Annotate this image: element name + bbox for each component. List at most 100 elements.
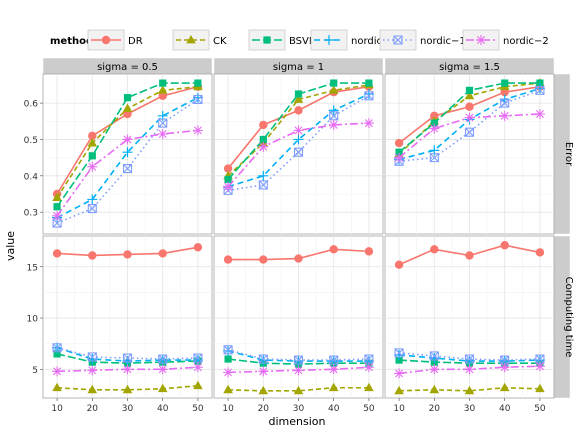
data-point (224, 355, 232, 363)
data-point (395, 356, 403, 364)
data-point (158, 354, 168, 364)
panel (42, 73, 213, 235)
data-point (535, 248, 545, 257)
legend-key-marker (393, 35, 403, 45)
data-point (535, 85, 545, 95)
data-point (293, 147, 304, 157)
data-point (534, 83, 545, 94)
data-point (87, 203, 97, 214)
data-point (293, 355, 304, 365)
series-line (399, 89, 541, 163)
legend: method DR CK BSVM nordic−0 nordic−1 nordic−2 (50, 29, 549, 51)
data-point (87, 365, 98, 376)
data-point (394, 152, 405, 163)
series-nordic−1 (52, 94, 203, 228)
x-tick-label: 20 (87, 404, 99, 414)
data-point (329, 355, 339, 365)
data-point (122, 353, 133, 363)
data-point (123, 94, 132, 102)
data-point (430, 245, 439, 254)
legend-label: BSVM (289, 36, 318, 47)
data-point (464, 354, 475, 364)
data-point (464, 127, 475, 137)
data-point (328, 105, 339, 116)
y-tick-label: 0.5 (24, 136, 38, 146)
legend-label: DR (128, 36, 143, 47)
data-point (293, 134, 304, 145)
series-nordic−2 (394, 109, 545, 163)
data-point (464, 385, 475, 395)
data-point (464, 364, 475, 375)
data-point (192, 92, 203, 103)
x-tick-label: 20 (429, 404, 441, 414)
y-tick-label: 0.3 (24, 209, 38, 219)
data-point (394, 260, 404, 269)
data-point (500, 241, 509, 250)
series-BSVM (395, 79, 544, 156)
data-point (157, 364, 168, 375)
data-point (330, 79, 338, 87)
data-point (328, 119, 339, 130)
x-tick-label: 40 (157, 404, 169, 414)
panel (213, 235, 384, 399)
series-BSVM (224, 79, 373, 184)
data-point (52, 218, 62, 228)
series-line (227, 93, 370, 188)
data-point (192, 362, 203, 373)
data-point (465, 102, 474, 111)
column-strip-label: sigma = 0.5 (97, 62, 158, 73)
data-point (157, 129, 168, 139)
data-point (258, 170, 269, 181)
data-point (429, 123, 440, 134)
axes: 0.3 0.4 0.5 0.6 10 20 30 40 50 5 10 15 10 20 30 40 50 10 2… (24, 100, 546, 414)
data-point (87, 384, 98, 394)
data-point (193, 380, 203, 390)
panel (42, 235, 213, 399)
data-point (52, 210, 63, 221)
data-point (122, 384, 133, 394)
data-point (429, 384, 440, 394)
data-point (534, 109, 545, 119)
y-tick-label: 10 (27, 315, 39, 325)
y-tick-label: 0.4 (24, 172, 39, 182)
data-point (464, 90, 475, 100)
series-nordic−2 (394, 361, 545, 379)
series-BSVM (53, 79, 202, 211)
data-point (499, 362, 510, 373)
y-tick-label: 15 (27, 263, 38, 273)
series-DR (394, 241, 545, 269)
data-point (499, 110, 510, 121)
legend-key-marker (101, 35, 111, 45)
x-tick-label: 40 (328, 404, 340, 414)
data-point (534, 361, 545, 372)
data-point (293, 365, 304, 376)
x-tick-label: 20 (258, 404, 270, 414)
data-point (123, 250, 132, 259)
data-point (87, 354, 98, 365)
x-axis-label: dimension (269, 415, 326, 428)
data-point (536, 79, 544, 87)
data-point (122, 103, 133, 112)
data-point (159, 79, 167, 87)
data-point (293, 125, 304, 136)
legend-label: nordic−0 (351, 36, 397, 47)
series-nordic−1 (52, 343, 203, 364)
legend-key-marker (186, 35, 196, 44)
x-tick-label: 10 (51, 404, 63, 414)
legend-item-nordic−0: nordic−0 (310, 29, 397, 51)
series-nordic−1 (223, 91, 374, 195)
legend-item-DR: DR (87, 29, 143, 51)
data-point (194, 79, 202, 87)
data-point (394, 348, 404, 358)
data-point (364, 382, 374, 392)
series-line (56, 82, 198, 208)
data-point (52, 249, 62, 258)
data-point (500, 98, 510, 108)
data-point (87, 161, 98, 172)
row-strip-label: Error (563, 142, 574, 167)
series-line (227, 95, 370, 192)
data-point (259, 135, 267, 144)
legend-label: nordic−2 (503, 36, 549, 47)
panel (384, 73, 555, 235)
data-point (294, 254, 303, 263)
